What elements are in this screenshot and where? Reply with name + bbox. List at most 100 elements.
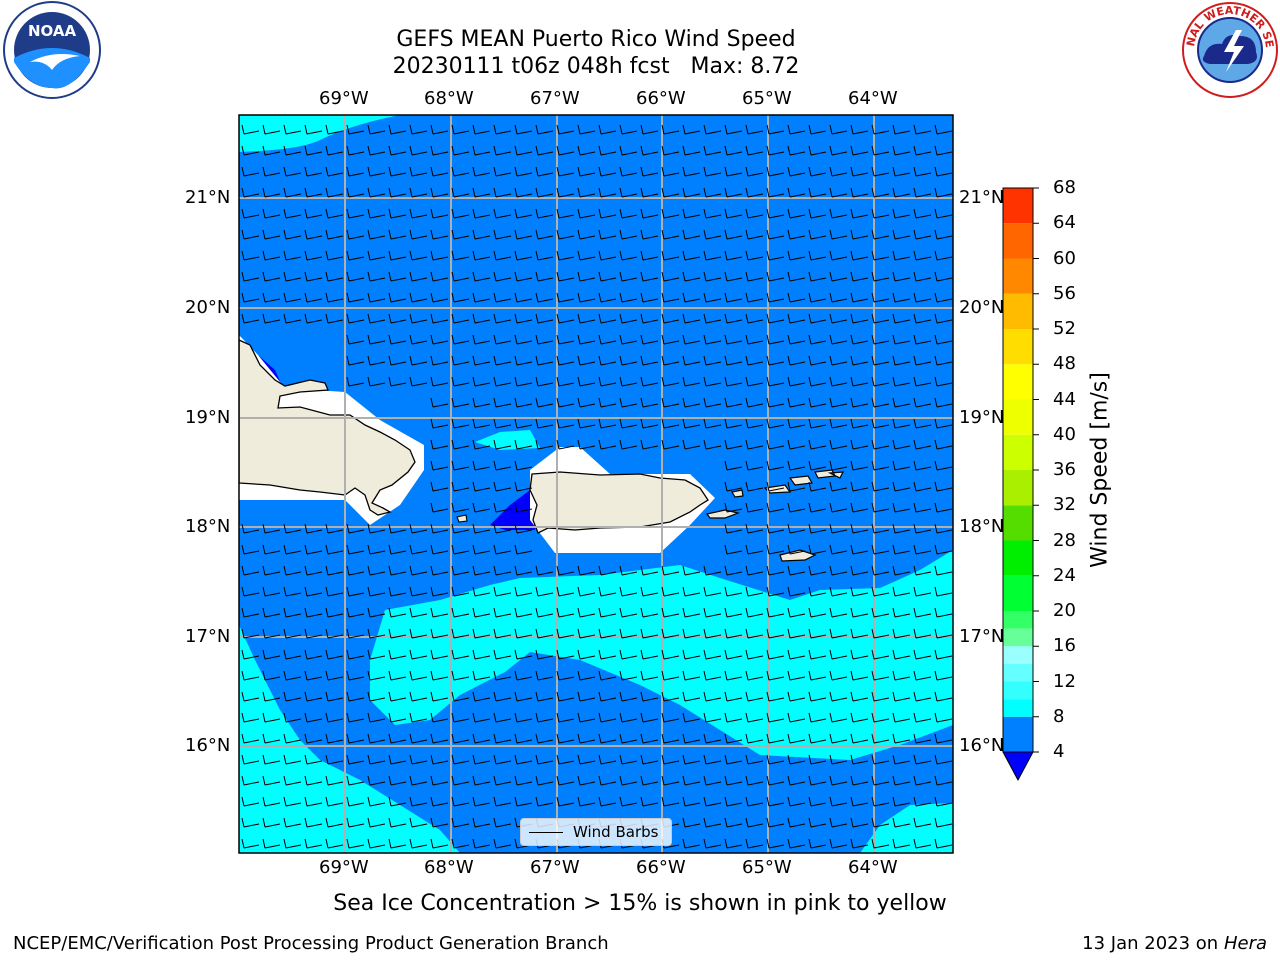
colorbar-tick-label: 24 <box>1053 564 1076 586</box>
wind-barb <box>871 355 890 366</box>
wind-barb <box>514 523 533 534</box>
wind-barb <box>241 670 260 681</box>
wind-barb <box>661 376 680 387</box>
wind-barb <box>808 439 827 450</box>
wind-barb <box>388 250 407 261</box>
wind-barb <box>724 292 743 303</box>
wind-barb <box>745 523 764 534</box>
wind-barb <box>619 376 638 387</box>
wind-barb <box>325 838 344 849</box>
wind-barb <box>388 649 407 660</box>
wind-barb <box>808 565 827 576</box>
wind-barb <box>241 187 260 198</box>
wind-barb <box>367 733 386 744</box>
wind-barb <box>388 817 407 828</box>
wind-barb <box>367 649 386 660</box>
wind-barb <box>766 481 785 492</box>
wind-barb <box>766 754 785 765</box>
wind-barb <box>808 544 827 555</box>
wind-barb <box>850 775 869 786</box>
colorbar-segment <box>1003 364 1033 400</box>
wind-barb <box>661 208 680 219</box>
wind-barb <box>703 817 722 828</box>
wind-barb <box>367 313 386 324</box>
wind-barb <box>409 670 428 681</box>
wind-barb <box>787 565 806 576</box>
wind-barb <box>367 250 386 261</box>
wind-barb <box>514 502 533 513</box>
wind-barb <box>913 838 932 849</box>
wind-barb <box>367 334 386 345</box>
wind-barb <box>598 292 617 303</box>
wind-barb <box>514 754 533 765</box>
wind-barb <box>808 292 827 303</box>
wind-barb <box>913 817 932 828</box>
wind-barb <box>703 313 722 324</box>
wind-barb <box>871 208 890 219</box>
wind-barb <box>598 691 617 702</box>
wind-barb <box>346 145 365 156</box>
wind-barb <box>871 271 890 282</box>
wind-barb <box>346 355 365 366</box>
wind-barb <box>850 481 869 492</box>
wind-barb <box>304 649 323 660</box>
wind-barb <box>787 229 806 240</box>
wind-barb <box>745 712 764 723</box>
wind-barb <box>934 607 953 618</box>
wind-barb <box>703 355 722 366</box>
wind-barb <box>493 124 512 135</box>
wind-barb <box>745 145 764 156</box>
wind-barb <box>451 838 470 849</box>
wind-barb <box>304 250 323 261</box>
wind-barb <box>577 628 596 639</box>
wind-barb <box>430 313 449 324</box>
wind-barb <box>514 418 533 429</box>
wind-barb <box>703 229 722 240</box>
wind-barb <box>472 439 491 450</box>
wind-barb <box>892 691 911 702</box>
wind-barb <box>829 271 848 282</box>
wind-barb <box>787 250 806 261</box>
wind-barb <box>724 481 743 492</box>
wind-barb <box>241 565 260 576</box>
wind-barb <box>913 229 932 240</box>
wind-barb <box>409 187 428 198</box>
wind-barb <box>934 166 953 177</box>
wind-barb <box>640 397 659 408</box>
wind-barb <box>682 607 701 618</box>
wind-barb <box>703 607 722 618</box>
wind-barb <box>577 712 596 723</box>
wind-barb <box>388 712 407 723</box>
wind-barb <box>409 796 428 807</box>
wind-barb <box>787 712 806 723</box>
wind-barb <box>724 334 743 345</box>
wind-barb <box>829 376 848 387</box>
wind-barb <box>661 313 680 324</box>
wind-barb <box>766 838 785 849</box>
wind-barb <box>556 250 575 261</box>
wind-barb <box>850 712 869 723</box>
wind-barb <box>556 292 575 303</box>
wind-barb <box>766 166 785 177</box>
wind-barb <box>640 628 659 639</box>
wind-barb <box>724 397 743 408</box>
wind-barb <box>556 691 575 702</box>
wind-barb <box>535 775 554 786</box>
wind-barb <box>745 817 764 828</box>
wind-barb <box>871 250 890 261</box>
wind-barb <box>661 334 680 345</box>
wind-barb <box>472 124 491 135</box>
wind-barb <box>577 670 596 681</box>
wind-barb <box>724 796 743 807</box>
wind-barb <box>241 649 260 660</box>
colorbar-extend-triangle <box>1002 751 1034 782</box>
wind-barb <box>367 145 386 156</box>
wind-barb <box>409 586 428 597</box>
wind-barb <box>556 145 575 156</box>
wind-barb <box>661 292 680 303</box>
wind-barb <box>451 187 470 198</box>
wind-barb <box>514 628 533 639</box>
wind-barb <box>304 544 323 555</box>
wind-barb <box>514 460 533 471</box>
wind-barb <box>451 418 470 429</box>
